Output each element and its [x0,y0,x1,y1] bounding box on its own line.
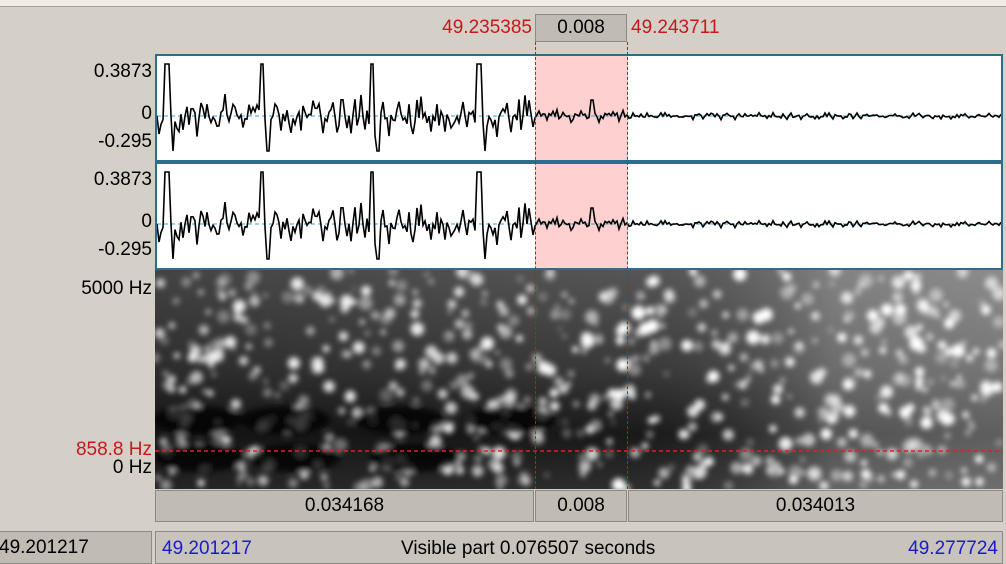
channel2-max-label: 0.3873 [93,169,152,190]
duration-selected-segment[interactable]: 0.008 [535,490,627,522]
spectrogram-bottom-freq-label: 0 Hz [112,457,152,478]
total-start-segment[interactable]: 49.201217 [0,531,152,564]
waveform-channel-1[interactable] [155,54,1003,162]
duration-left-segment[interactable]: 0.034168 [155,490,534,522]
selection-start-line [535,42,536,489]
selection-end-time: 49.243711 [631,17,720,38]
visible-part-segment[interactable]: 49.201217 Visible part 0.076507 seconds … [155,531,1003,564]
spectrogram-top-freq-label: 5000 Hz [81,278,152,299]
spectrogram-cursor-freq-label: 858.8 Hz [75,439,152,460]
selection-duration-button[interactable]: 0.008 [535,14,627,42]
selection-start-time: 49.235385 [442,17,532,38]
bottom-time-bar: 49.201217 49.201217 Visible part 0.07650… [0,531,1006,564]
duration-right-segment[interactable]: 0.034013 [628,490,1003,522]
selection-end-line [627,42,628,489]
visible-part-label: Visible part 0.076507 seconds [401,538,656,559]
channel1-min-label: -0.295 [98,131,152,152]
waveform-channel-1-svg [157,56,1001,160]
spectrogram-image [155,270,1003,489]
spectrogram-panel[interactable] [155,270,1003,489]
window-top-edge [0,0,1006,7]
channel1-zero-label: 0 [141,103,152,124]
waveform-channel-2-svg [157,164,1001,268]
channel2-zero-label: 0 [141,211,152,232]
channel1-max-label: 0.3873 [93,61,152,82]
visible-end-time: 49.277724 [908,538,998,559]
waveform-channel-2[interactable] [155,162,1003,270]
visible-start-time: 49.201217 [162,538,252,559]
channel2-min-label: -0.295 [98,239,152,260]
